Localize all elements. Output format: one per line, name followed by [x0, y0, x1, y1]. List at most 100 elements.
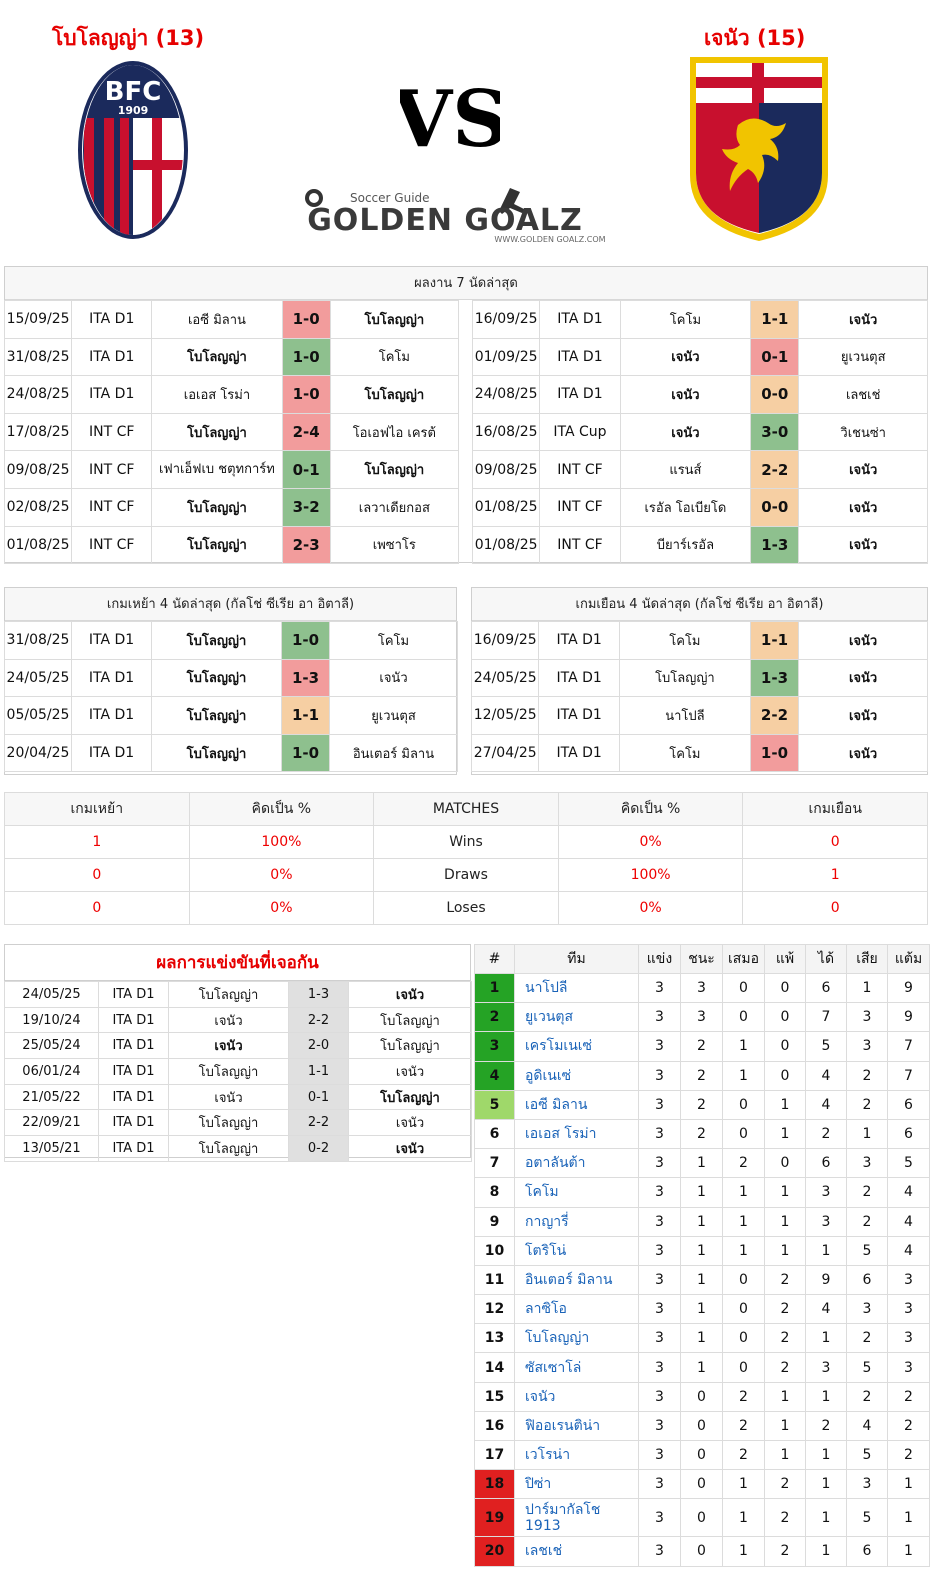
match-team-home[interactable]: โบโลญญ่า	[151, 621, 282, 660]
match-team-home[interactable]: เจนัว	[619, 337, 752, 377]
match-date: 01/08/25	[471, 487, 541, 527]
match-team-away[interactable]: โบโลญญ่า	[329, 300, 460, 339]
match-team-home[interactable]: โคโม	[618, 733, 751, 773]
match-team-home[interactable]: โบโลญญ่า	[151, 658, 282, 698]
match-team-home[interactable]: เอเอส โรม่า	[151, 375, 283, 414]
standings-l: 1	[764, 1177, 806, 1208]
h2h-team-away[interactable]: เจนัว	[348, 1135, 472, 1162]
standings-team-link[interactable]: โตริโน่	[514, 1235, 639, 1266]
standings-team-link[interactable]: อตาลันต้า	[514, 1148, 639, 1179]
match-team-away[interactable]: เจนัว	[798, 658, 928, 698]
standings-w: 0	[680, 1536, 723, 1567]
h2h-row: 24/05/25 ITA D1 โบโลญญ่า 1-3 เจนัว	[4, 981, 472, 1008]
match-row: 16/09/25 ITA D1 โคโม 1-1 เจนัว	[471, 300, 928, 339]
match-team-away[interactable]: เจนัว	[329, 658, 458, 698]
standings-team-link[interactable]: เลชเช่	[514, 1536, 639, 1567]
match-team-home[interactable]: เฟาเอ็ฟเบ ชตุทการ์ท	[151, 450, 283, 489]
standings-ga: 3	[846, 1469, 888, 1500]
match-team-home[interactable]: เจนัว	[619, 412, 752, 452]
match-team-away[interactable]: โอเอฟไอ เครต้	[329, 412, 460, 452]
match-team-away[interactable]: เลชเช่	[798, 375, 928, 414]
h2h-team-home[interactable]: เจนัว	[168, 1083, 289, 1111]
standings-d: 0	[722, 1118, 765, 1150]
match-team-away[interactable]: โคโม	[329, 621, 458, 660]
standings-w: 0	[680, 1439, 723, 1471]
standings-p: 3	[638, 1177, 681, 1208]
standings-team-link[interactable]: ซัสเซาโล่	[514, 1352, 639, 1383]
match-team-away[interactable]: โบโลญญ่า	[329, 450, 460, 489]
h2h-team-away[interactable]: โบโลญญ่า	[348, 1006, 472, 1034]
standings-team-link[interactable]: เวโรน่า	[514, 1439, 639, 1471]
h2h-team-home[interactable]: โบโลญญ่า	[168, 1135, 289, 1162]
h2h-team-away[interactable]: เจนัว	[348, 981, 472, 1008]
match-team-away[interactable]: เจนัว	[798, 696, 928, 735]
match-team-home[interactable]: นาโปลี	[618, 696, 751, 735]
brand-url: WWW.GOLDEN GOALZ.COM	[494, 235, 605, 244]
match-date: 01/09/25	[471, 337, 541, 377]
h2h-team-home[interactable]: โบโลญญ่า	[168, 1109, 289, 1137]
standings-l: 0	[764, 1031, 806, 1062]
h2h-team-home[interactable]: เจนัว	[168, 1032, 289, 1060]
match-score: 2-3	[281, 525, 331, 565]
match-team-away[interactable]: เจนัว	[798, 450, 928, 489]
match-team-home[interactable]: เรอัล โอเบียโด	[619, 487, 752, 527]
h2h-team-away[interactable]: เจนัว	[348, 1109, 472, 1137]
match-team-away[interactable]: อินเตอร์ มิลาน	[329, 733, 458, 773]
match-team-away[interactable]: เจนัว	[798, 300, 928, 339]
h2h-team-home[interactable]: เจนัว	[168, 1006, 289, 1034]
standings-team-link[interactable]: ปาร์มากัลโช 1913	[514, 1498, 639, 1538]
match-team-home[interactable]: โบโลญญ่า	[151, 412, 283, 452]
match-team-home[interactable]: โบโลญญ่า	[151, 525, 283, 565]
match-team-home[interactable]: โคโม	[618, 621, 751, 660]
match-team-away[interactable]: เจนัว	[798, 525, 928, 565]
match-team-home[interactable]: แรนส์	[619, 450, 752, 489]
summary-header-matches: MATCHES	[373, 792, 559, 826]
match-team-away[interactable]: เจนัว	[798, 733, 928, 773]
last7-away-table: 16/09/25 ITA D1 โคโม 1-1 เจนัว 01/09/25 ITA D1…	[471, 300, 928, 565]
match-team-home[interactable]: บียาร์เรอัล	[619, 525, 752, 565]
standings-team-link[interactable]: ยูเวนตุส	[514, 1002, 639, 1033]
standings-team-link[interactable]: ลาซิโอ	[514, 1294, 639, 1325]
standings-team-link[interactable]: กาญารี่	[514, 1206, 639, 1237]
last4-away-panel: เกมเยือน 4 นัดล่าสุด (กัลโช่ ซีเรีย อา อ…	[470, 587, 928, 775]
match-team-away[interactable]: ยูเวนตุส	[798, 337, 928, 377]
match-date: 20/04/25	[4, 733, 72, 773]
match-team-home[interactable]: โบโลญญ่า	[151, 487, 283, 527]
match-team-away[interactable]: เจนัว	[798, 621, 928, 660]
standings-team-link[interactable]: เอซี มิลาน	[514, 1089, 639, 1120]
standings-team-link[interactable]: โคโม	[514, 1177, 639, 1208]
match-team-away[interactable]: ยูเวนตุส	[329, 696, 458, 735]
h2h-team-away[interactable]: โบโลญญ่า	[348, 1083, 472, 1111]
standings-position: 5	[474, 1089, 515, 1120]
standings-team-link[interactable]: เจนัว	[514, 1381, 639, 1412]
standings-pts: 3	[887, 1323, 930, 1354]
h2h-team-away[interactable]: โบโลญญ่า	[348, 1032, 472, 1060]
match-team-away[interactable]: เลวาเดียกอส	[329, 487, 460, 527]
match-team-home[interactable]: โบโลญญ่า	[151, 696, 282, 735]
standings-team-link[interactable]: อินเตอร์ มิลาน	[514, 1264, 639, 1296]
match-team-home[interactable]: เอซี มิลาน	[151, 300, 283, 339]
h2h-competition: ITA D1	[98, 1006, 169, 1034]
match-team-home[interactable]: โบโลญญ่า	[618, 658, 751, 698]
h2h-table: 24/05/25 ITA D1 โบโลญญ่า 1-3 เจนัว 19/10/24 IT…	[4, 981, 472, 1162]
match-team-away[interactable]: เพซาโร	[329, 525, 460, 565]
standings-team-link[interactable]: เอเอส โรม่า	[514, 1118, 639, 1150]
standings-team-link[interactable]: เครโมเนเซ่	[514, 1031, 639, 1062]
match-team-home[interactable]: โบโลญญ่า	[151, 733, 282, 773]
standings-team-link[interactable]: โบโลญญ่า	[514, 1323, 639, 1354]
standings-team-link[interactable]: นาโปลี	[514, 972, 639, 1004]
match-team-home[interactable]: โบโลญญ่า	[151, 337, 283, 377]
standings-team-link[interactable]: อูดิเนเซ่	[514, 1060, 639, 1091]
summary-cell: Wins	[373, 825, 559, 859]
match-team-away[interactable]: วิเชนซ่า	[798, 412, 928, 452]
match-team-home[interactable]: โคโม	[619, 300, 752, 339]
h2h-team-home[interactable]: โบโลญญ่า	[168, 981, 289, 1008]
standings-team-link[interactable]: ปิซ่า	[514, 1469, 639, 1500]
match-team-away[interactable]: เจนัว	[798, 487, 928, 527]
h2h-team-away[interactable]: เจนัว	[348, 1058, 472, 1085]
standings-team-link[interactable]: ฟิออเรนติน่า	[514, 1410, 639, 1442]
match-team-away[interactable]: โบโลญญ่า	[329, 375, 460, 414]
h2h-team-home[interactable]: โบโลญญ่า	[168, 1058, 289, 1085]
match-team-away[interactable]: โคโม	[329, 337, 460, 377]
match-team-home[interactable]: เจนัว	[619, 375, 752, 414]
